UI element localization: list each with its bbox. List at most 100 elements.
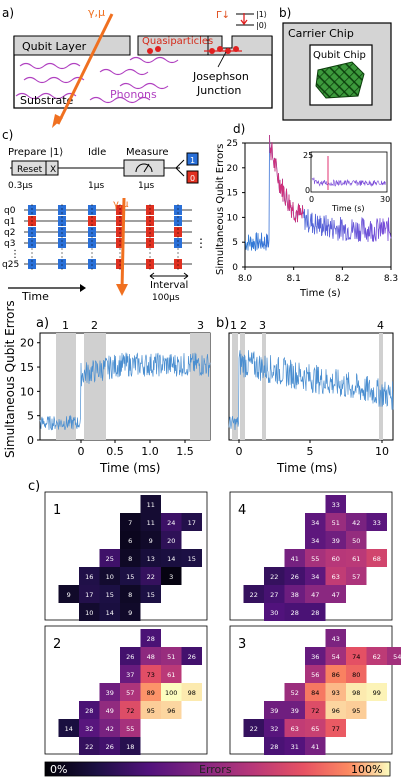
particle-arrow-head xyxy=(52,114,63,128)
heatmap-cell xyxy=(346,683,367,701)
heatmap-cell-value: 57 xyxy=(126,689,134,697)
heatmap-cell-value: 6 xyxy=(128,537,132,545)
heatmap-cell xyxy=(99,719,120,737)
panel-letter: c) xyxy=(28,479,40,494)
heatmap-cell-value: 22 xyxy=(85,743,93,751)
heatmap-cell xyxy=(140,513,161,531)
interval-band-1 xyxy=(232,333,238,440)
outcome-zero-label: 0 xyxy=(190,174,195,183)
x-ticks: 0 5 10 xyxy=(236,440,389,458)
heatmap-cell xyxy=(305,549,326,567)
heatmap-cell xyxy=(346,701,367,719)
heatmap-cell xyxy=(181,549,202,567)
heatmap-cell xyxy=(58,585,79,603)
substrate-label: Substrate xyxy=(20,94,74,107)
heatmap-cell xyxy=(181,647,202,665)
carrier-chip-label: Carrier Chip xyxy=(288,27,354,40)
phonons-label: Phonons xyxy=(110,88,157,101)
decay-arrow-head xyxy=(240,19,248,26)
heatmap-cell xyxy=(120,647,141,665)
heatmap-cell-value: 57 xyxy=(352,573,360,581)
heatmap-cell xyxy=(366,647,387,665)
panel-b-chip: b) Carrier Chip Qubit Chip xyxy=(279,6,392,121)
inset-xtick: 30 xyxy=(380,195,390,204)
heatmap-cell-value: 39 xyxy=(106,689,114,697)
heatmap-cell-value: 28 xyxy=(85,707,93,715)
heatmap-cell-value: 49 xyxy=(106,707,114,715)
heatmap-cell-value: 48 xyxy=(147,653,155,661)
heatmap-cell-value: 54 xyxy=(332,653,340,661)
heatmap-cell xyxy=(120,683,141,701)
particle-track xyxy=(120,197,126,291)
junction-label-1: Josephson xyxy=(192,70,249,83)
heatmap-cell xyxy=(140,629,161,647)
heatmap-cell xyxy=(305,603,326,621)
x-tick-label: 8.2 xyxy=(335,274,349,284)
panel-d-burst: d) 0 5 10 15 20 25 8.0 8.1 8.2 8.3 Time (s) Simu… xyxy=(215,122,398,299)
band-marker: 3 xyxy=(259,319,266,332)
step-measure: Measure xyxy=(126,147,169,158)
heatmap-cell xyxy=(264,603,285,621)
heatmap-cell-value: 39 xyxy=(270,707,278,715)
heatmap-cell-value: 98 xyxy=(352,689,360,697)
y-tick-label: 25 xyxy=(227,139,238,149)
panel-b-trace: b) 1 2 3 4 0 5 10 Time (ms) xyxy=(216,316,394,475)
x-tick-label: 8.1 xyxy=(287,274,301,284)
heatmap-cell xyxy=(346,549,367,567)
heatmap-cell xyxy=(264,719,285,737)
qubit-label-q2: q2 xyxy=(4,228,15,238)
heatmap-cell-value: 36 xyxy=(311,653,319,661)
panel-letter: b) xyxy=(216,316,229,331)
heatmap-cell xyxy=(161,665,182,683)
time-measure: 1μs xyxy=(138,181,154,191)
heatmap-cell-value: 28 xyxy=(147,635,155,643)
qubit-layer-label: Qubit Layer xyxy=(22,40,87,53)
time-label: Time xyxy=(21,290,49,303)
band-marker: 2 xyxy=(240,319,247,332)
inset-trace xyxy=(311,177,386,187)
y-tick-label: 15 xyxy=(20,361,34,374)
y-tick-label: 5 xyxy=(232,238,238,248)
panel-c-protocol: c) Prepare |1⟩ Idle Measure Reset X 1 0 … xyxy=(2,128,207,303)
heatmap-cell xyxy=(325,701,346,719)
heatmap-cell xyxy=(99,585,120,603)
heatmap-cell xyxy=(305,585,326,603)
heatmap-cell xyxy=(79,719,100,737)
ellipsis-vertical: ⋮ xyxy=(10,249,20,260)
heatmap-cell xyxy=(284,549,305,567)
heatmap-cell xyxy=(346,567,367,585)
panel-letter: a) xyxy=(2,6,14,20)
heatmap-cell xyxy=(140,495,161,513)
heatmap-cell xyxy=(140,665,161,683)
interval-band-1 xyxy=(56,333,76,440)
heatmap-cell-value: 9 xyxy=(67,591,71,599)
heatmap-cell-value: 73 xyxy=(147,671,155,679)
heatmap-cell xyxy=(120,549,141,567)
heatmap-cell xyxy=(305,647,326,665)
heatmap-cell-value: 56 xyxy=(311,671,319,679)
heatmap-cell xyxy=(325,665,346,683)
heatmap-cell xyxy=(284,567,305,585)
heatmap-cell xyxy=(99,567,120,585)
heatmap-cell-value: 14 xyxy=(106,609,114,617)
junction-pad xyxy=(207,35,273,56)
heatmap-cell xyxy=(161,567,182,585)
heatmap-cell-value: 38 xyxy=(291,591,299,599)
heatmap-cell-value: 33 xyxy=(373,519,381,527)
heatmap-cell xyxy=(161,647,182,665)
heatmap-cell xyxy=(264,701,285,719)
heatmap-cell-value: 16 xyxy=(85,573,93,581)
heatmap-cell-value: 17 xyxy=(188,519,196,527)
heatmap-cell xyxy=(99,683,120,701)
heatmap-cell-value: 15 xyxy=(126,573,134,581)
panel-a-schematic: a) Qubit Layer Quasiparticles |1⟩ |0⟩ Γ↓… xyxy=(2,6,273,128)
heatmap-cell-value: 22 xyxy=(270,573,278,581)
heatmap-cell xyxy=(99,701,120,719)
heatmap-cell xyxy=(305,567,326,585)
outcome-one-cell xyxy=(28,238,36,248)
heatmap-label: 4 xyxy=(238,503,246,518)
heatmap-cell xyxy=(120,513,141,531)
heatmap-cell-value: 9 xyxy=(149,537,153,545)
